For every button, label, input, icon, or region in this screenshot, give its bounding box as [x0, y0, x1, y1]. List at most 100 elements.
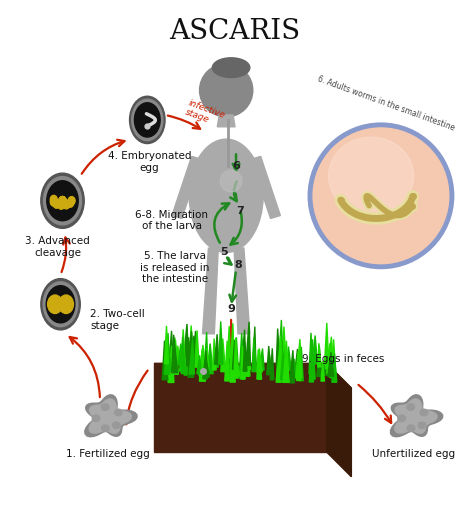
Polygon shape	[278, 336, 282, 375]
Ellipse shape	[58, 201, 64, 209]
Polygon shape	[267, 346, 271, 375]
Polygon shape	[310, 339, 315, 379]
Polygon shape	[183, 324, 189, 364]
Polygon shape	[188, 340, 194, 377]
Polygon shape	[391, 395, 443, 437]
Ellipse shape	[101, 425, 109, 431]
Text: 1. Fertilized egg: 1. Fertilized egg	[66, 449, 150, 459]
Polygon shape	[309, 354, 314, 382]
Ellipse shape	[129, 96, 165, 143]
Ellipse shape	[112, 422, 120, 429]
Polygon shape	[213, 347, 219, 367]
Ellipse shape	[189, 139, 263, 252]
Polygon shape	[243, 342, 247, 371]
Polygon shape	[164, 333, 170, 374]
Polygon shape	[287, 346, 292, 370]
Polygon shape	[200, 348, 206, 379]
Polygon shape	[241, 346, 245, 379]
Polygon shape	[321, 361, 324, 381]
Polygon shape	[202, 248, 219, 334]
Polygon shape	[202, 352, 208, 375]
Polygon shape	[257, 356, 262, 379]
Polygon shape	[162, 340, 168, 380]
Polygon shape	[267, 355, 272, 373]
Polygon shape	[282, 349, 287, 379]
Ellipse shape	[68, 196, 75, 205]
Polygon shape	[328, 352, 334, 376]
Polygon shape	[193, 331, 199, 365]
Polygon shape	[283, 352, 286, 382]
Ellipse shape	[135, 103, 160, 137]
Polygon shape	[234, 248, 250, 334]
Polygon shape	[327, 343, 332, 374]
Polygon shape	[172, 335, 178, 373]
Ellipse shape	[398, 415, 405, 422]
Ellipse shape	[101, 404, 109, 411]
Polygon shape	[327, 364, 351, 477]
Ellipse shape	[41, 173, 84, 228]
Polygon shape	[332, 354, 337, 382]
Ellipse shape	[59, 196, 66, 205]
Polygon shape	[241, 330, 246, 371]
Polygon shape	[199, 345, 205, 376]
Text: Unfertilized egg: Unfertilized egg	[372, 449, 455, 459]
Polygon shape	[85, 395, 137, 437]
Polygon shape	[89, 399, 131, 433]
Ellipse shape	[43, 282, 78, 327]
Polygon shape	[227, 359, 232, 378]
Ellipse shape	[420, 409, 428, 416]
Polygon shape	[204, 332, 208, 370]
Text: 8: 8	[234, 260, 242, 270]
Polygon shape	[168, 346, 174, 382]
Polygon shape	[181, 329, 185, 370]
Polygon shape	[281, 327, 286, 367]
Polygon shape	[239, 333, 245, 378]
Polygon shape	[297, 339, 302, 377]
Polygon shape	[252, 337, 257, 372]
Ellipse shape	[44, 177, 82, 225]
Polygon shape	[227, 326, 231, 371]
Polygon shape	[189, 326, 194, 366]
Polygon shape	[257, 348, 262, 372]
Polygon shape	[246, 349, 251, 370]
Polygon shape	[296, 351, 300, 377]
Text: ASCARIS: ASCARIS	[170, 18, 301, 44]
Polygon shape	[217, 115, 235, 127]
Polygon shape	[283, 341, 289, 382]
Ellipse shape	[67, 199, 73, 207]
Ellipse shape	[92, 415, 100, 422]
Circle shape	[310, 125, 452, 267]
Polygon shape	[181, 337, 186, 374]
Polygon shape	[180, 350, 185, 371]
Polygon shape	[235, 355, 240, 376]
Ellipse shape	[220, 170, 242, 192]
Text: 6: 6	[232, 161, 240, 171]
Polygon shape	[281, 352, 286, 380]
Polygon shape	[279, 320, 283, 365]
Polygon shape	[168, 331, 174, 374]
Polygon shape	[234, 337, 238, 364]
Text: infective
stage: infective stage	[184, 98, 227, 130]
Text: 9. Eggs in feces: 9. Eggs in feces	[302, 354, 384, 364]
Polygon shape	[225, 341, 229, 381]
Polygon shape	[294, 349, 299, 378]
Polygon shape	[318, 343, 321, 367]
Text: 9: 9	[227, 304, 235, 314]
Ellipse shape	[115, 409, 122, 416]
Polygon shape	[207, 343, 213, 374]
Text: 3. Advanced
cleavage: 3. Advanced cleavage	[25, 236, 90, 258]
Polygon shape	[322, 352, 328, 375]
Ellipse shape	[53, 200, 60, 208]
Polygon shape	[276, 348, 282, 382]
Polygon shape	[204, 348, 209, 371]
Polygon shape	[290, 350, 294, 383]
Polygon shape	[325, 350, 330, 369]
Polygon shape	[276, 329, 280, 367]
Ellipse shape	[328, 137, 414, 215]
Polygon shape	[173, 340, 178, 374]
Polygon shape	[328, 337, 333, 374]
Polygon shape	[212, 338, 216, 370]
Polygon shape	[313, 335, 318, 364]
Polygon shape	[257, 349, 261, 379]
Polygon shape	[299, 347, 303, 381]
